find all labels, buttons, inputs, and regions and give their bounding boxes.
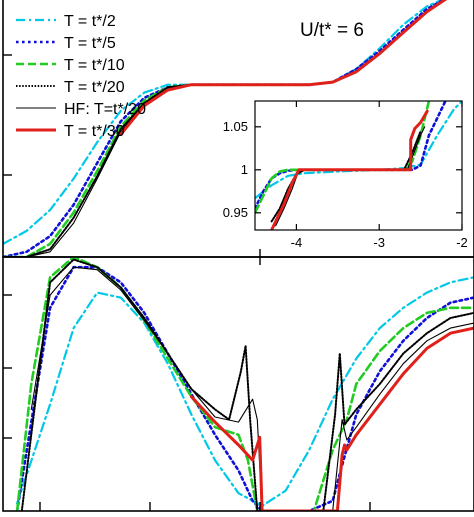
legend: T = t*/2 T = t*/5 T = t*/10 T = t*/20 HF: T=… — [16, 13, 146, 140]
legend-label: T = t*/5 — [64, 35, 116, 52]
series-t-t-10 — [15, 257, 474, 511]
inset-background — [255, 101, 462, 230]
series-t-t-30 — [119, 0, 448, 136]
legend-item-t-t-30: T = t*/30 — [16, 123, 125, 140]
x-tick-label: -2 — [456, 235, 468, 250]
top-panel — [2, 0, 474, 265]
y-tick-label: 1 — [241, 162, 248, 177]
inset-panel: -4 -3 -2 0.95 1 1.05 — [223, 100, 468, 250]
series-t-t-30 — [189, 326, 474, 511]
x-tick-label: -3 — [373, 235, 385, 250]
y-tick-label: 1.05 — [223, 119, 248, 134]
series-t-t-20 — [20, 258, 474, 511]
legend-label: T = t*/30 — [64, 123, 125, 140]
y-tick-label: 0.95 — [223, 205, 248, 220]
legend-item-t-t-10: T = t*/10 — [16, 57, 125, 74]
top-panel-series — [3, 0, 448, 257]
inset-frame — [254, 100, 463, 231]
series-t-t-5 — [15, 265, 474, 511]
bottom-panel-series — [3, 257, 474, 511]
series-t-t-30 — [270, 109, 429, 230]
legend-label: T = t*/2 — [64, 13, 116, 30]
series-hf-t-t-20 — [30, 266, 474, 511]
legend-item-t-t-20: T = t*/20 — [16, 79, 125, 96]
legend-label: T = t*/10 — [64, 57, 125, 74]
annotation-label: U/t* = 6 — [300, 20, 364, 41]
series-t-t-2 — [255, 101, 462, 200]
legend-label: HF: T=t*/20 — [64, 101, 146, 118]
series-t-t-2 — [16, 276, 474, 507]
x-tick-label: -4 — [291, 235, 303, 250]
legend-item-t-t-5: T = t*/5 — [16, 35, 116, 52]
bottom-panel-frame — [2, 256, 474, 512]
bottom-panel — [2, 256, 474, 512]
legend-item-t-t-2: T = t*/2 — [16, 13, 116, 30]
legend-label: T = t*/20 — [64, 79, 125, 96]
inset-series — [255, 101, 462, 230]
legend-item-hf-t-t-20: HF: T=t*/20 — [16, 101, 146, 118]
